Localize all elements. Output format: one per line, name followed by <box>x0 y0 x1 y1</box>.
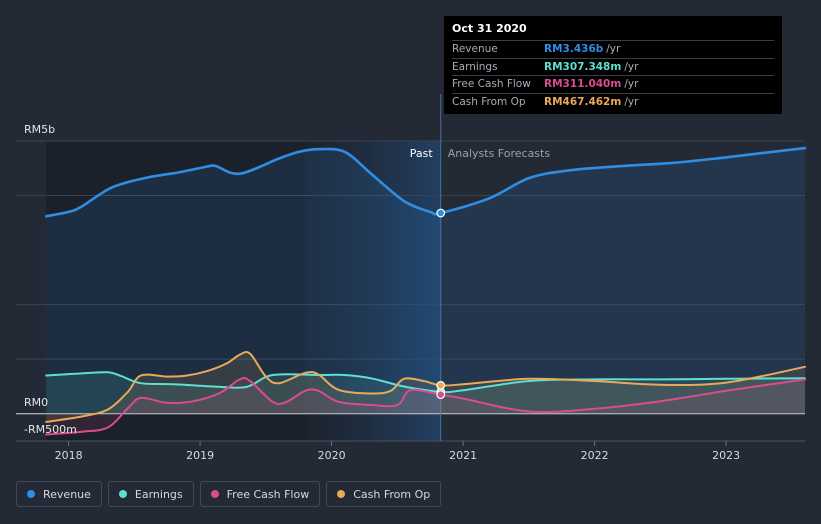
legend-dot-icon <box>210 490 219 498</box>
area-cash-from-op <box>46 352 805 422</box>
grid <box>16 94 805 442</box>
legend: Revenue Earnings Free Cash Flow Cash Fro… <box>16 481 442 507</box>
past-label: Past <box>410 147 434 160</box>
tooltip-unit: /yr <box>624 95 639 108</box>
tooltip-label: Free Cash Flow <box>452 78 531 91</box>
tooltip: Oct 31 2020 Revenue RM3.436b /yr Earning… <box>444 16 782 114</box>
series-lines <box>44 146 807 436</box>
tooltip-unit: /yr <box>624 60 639 73</box>
x-tick-label: 2019 <box>186 449 214 462</box>
y-label-bottom: -RM500m <box>24 423 77 436</box>
tooltip-row-revenue: Revenue RM3.436b /yr <box>452 41 774 59</box>
tooltip-row-cash-from-op: Cash From Op RM467.462m /yr <box>452 94 774 111</box>
legend-label: Earnings <box>134 487 183 501</box>
tooltip-date: Oct 31 2020 <box>452 22 774 41</box>
legend-item-cash-from-op[interactable]: Cash From Op <box>326 481 442 507</box>
area-revenue <box>46 148 805 414</box>
tooltip-label: Earnings <box>452 60 498 73</box>
y-label-zero: RM0 <box>24 396 48 409</box>
legend-dot-icon <box>27 490 35 498</box>
x-tick-label: 2018 <box>55 449 83 462</box>
legend-item-free-cash-flow[interactable]: Free Cash Flow <box>199 481 321 507</box>
tooltip-label: Cash From Op <box>452 95 526 108</box>
tooltip-value: RM307.348m <box>544 60 622 73</box>
line-earnings <box>45 371 806 394</box>
y-label-top: RM5b <box>24 123 55 136</box>
forecast-label: Analysts Forecasts <box>448 147 551 160</box>
legend-label: Cash From Op <box>353 487 431 501</box>
tooltip-label: Revenue <box>452 43 498 56</box>
line-cash-from-op <box>45 351 806 423</box>
legend-dot-icon <box>118 490 127 498</box>
line-free-cash-flow <box>45 377 806 436</box>
legend-dot-icon <box>337 490 346 498</box>
series-areas <box>46 148 805 435</box>
line-revenue <box>44 146 807 218</box>
axis-labels: RM5b RM0 -RM500m Past Analysts Forecasts 2018… <box>24 123 740 462</box>
tooltip-value: RM311.040m <box>544 78 622 91</box>
point-revenue <box>436 208 446 218</box>
x-tick-label: 2020 <box>318 449 346 462</box>
point-cash-from-op <box>436 380 446 390</box>
tooltip-row-free-cash-flow: Free Cash Flow RM311.040m /yr <box>452 76 774 94</box>
x-tick-label: 2022 <box>581 449 609 462</box>
x-tick-label: 2021 <box>449 449 477 462</box>
area-free-cash-flow <box>46 378 805 435</box>
legend-label: Revenue <box>43 487 91 501</box>
tooltip-row-earnings: Earnings RM307.348m /yr <box>452 59 774 76</box>
tooltip-value: RM467.462m <box>544 95 622 108</box>
legend-label: Free Cash Flow <box>226 487 310 501</box>
tooltip-unit: /yr <box>606 43 621 56</box>
x-tick-label: 2023 <box>712 449 740 462</box>
tooltip-value: RM3.436b <box>544 43 604 56</box>
legend-item-revenue[interactable]: Revenue <box>16 481 102 507</box>
legend-item-earnings[interactable]: Earnings <box>107 481 194 507</box>
point-free-cash-flow <box>436 390 446 400</box>
tooltip-unit: /yr <box>624 78 639 91</box>
